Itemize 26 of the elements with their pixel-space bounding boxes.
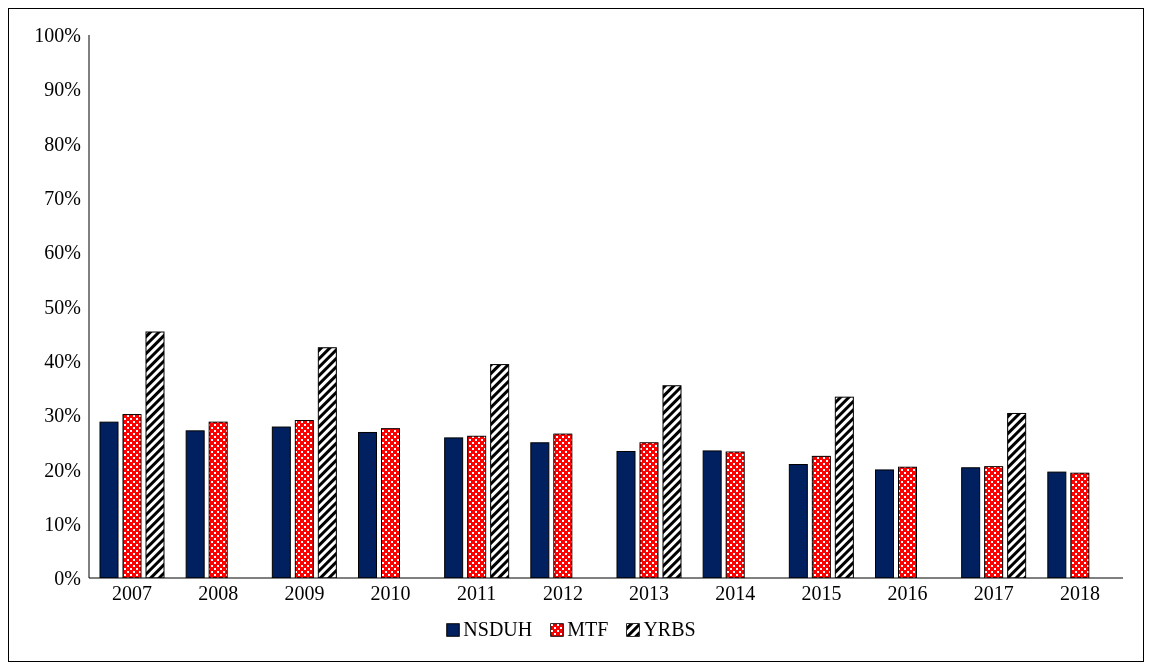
y-tick-label: 30%	[44, 404, 81, 427]
y-tick-label: 90%	[44, 78, 81, 101]
x-tick-label: 2015	[801, 582, 842, 605]
x-tick-label: 2010	[370, 582, 411, 605]
y-tick-label: 10%	[44, 512, 81, 535]
y-tick-label: 50%	[44, 295, 81, 318]
x-tick-label: 2007	[112, 582, 153, 605]
x-tick-label: 2018	[1059, 582, 1100, 605]
y-tick-label: 0%	[54, 567, 81, 590]
legend-label: MTF	[567, 618, 609, 641]
y-tick-label: 40%	[44, 349, 81, 372]
y-tick-label: 60%	[44, 241, 81, 264]
x-tick-label: 2012	[542, 582, 583, 605]
x-tick-label: 2009	[284, 582, 325, 605]
x-tick-label: 2008	[198, 582, 239, 605]
y-tick-label: 80%	[44, 132, 81, 155]
x-tick-label: 2014	[715, 582, 756, 605]
x-tick-label: 2016	[887, 582, 928, 605]
legend-label: NSDUH	[463, 618, 533, 641]
y-tick-label: 20%	[44, 458, 81, 481]
y-tick-label: 70%	[44, 187, 81, 209]
x-tick-label: 2013	[629, 582, 670, 605]
y-tick-label: 100%	[34, 24, 81, 47]
legend-label: YRBS	[643, 618, 696, 641]
x-tick-label: 2017	[973, 582, 1014, 605]
x-tick-label: 2011	[457, 582, 497, 605]
